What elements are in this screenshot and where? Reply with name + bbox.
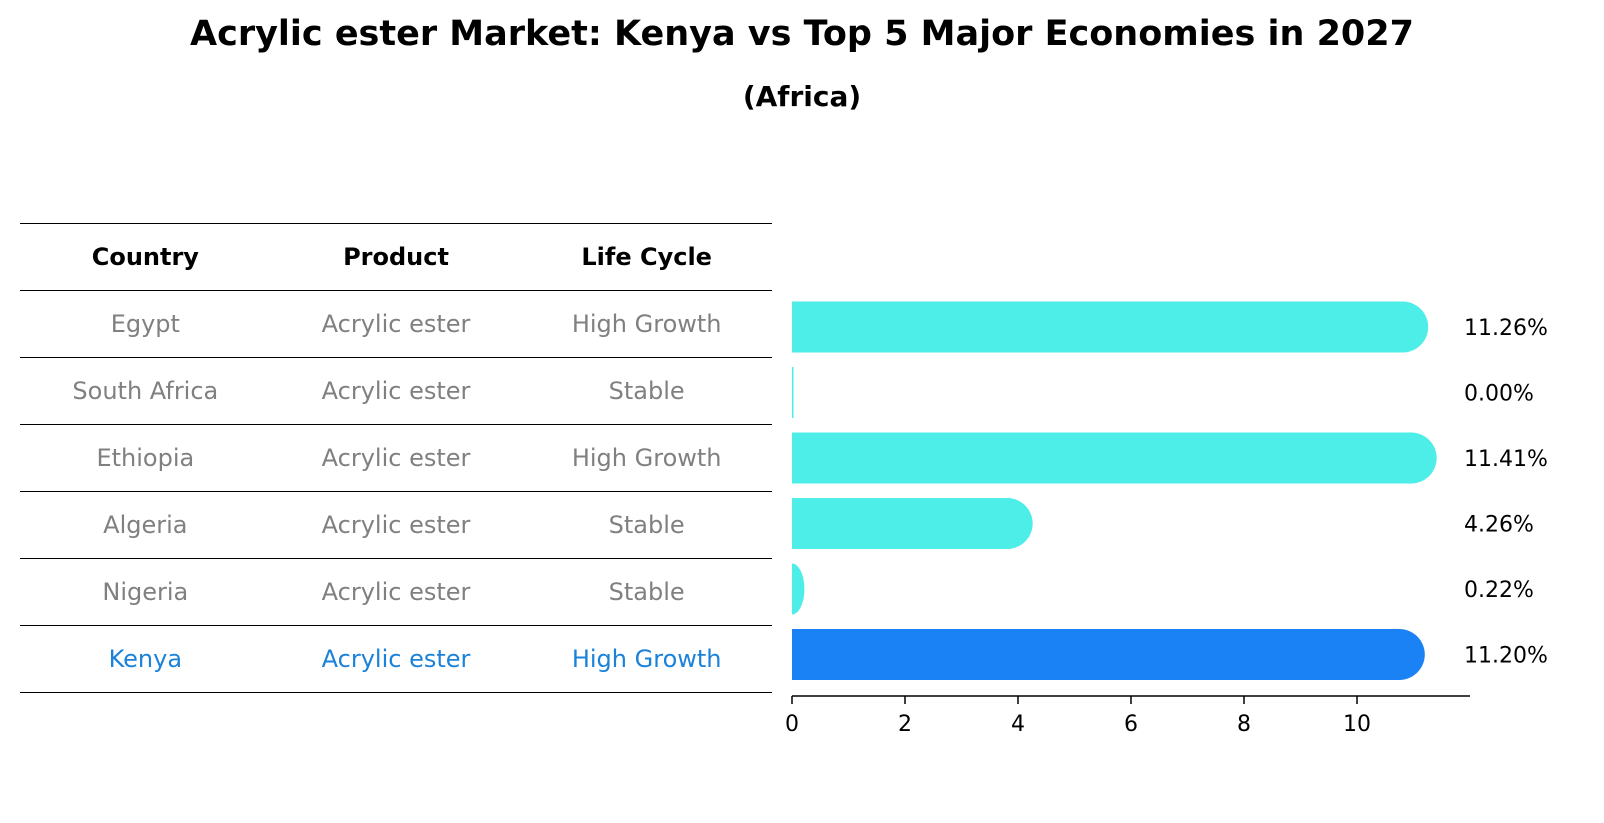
x-tick-label: 2	[898, 712, 912, 737]
cell-life-cycle: Stable	[608, 578, 685, 606]
cell-life-cycle: Stable	[608, 377, 685, 405]
cell-product: Acrylic ester	[321, 444, 471, 472]
chart-subtitle: (Africa)	[742, 80, 862, 113]
table-bottom-rule	[20, 692, 772, 693]
header-country: Country	[91, 243, 199, 271]
header-life-cycle: Life Cycle	[581, 243, 712, 271]
table-row-highlight: Kenya Acrylic ester High Growth	[20, 626, 772, 692]
bar-south-africa	[792, 367, 794, 418]
cell-life-cycle: High Growth	[571, 444, 722, 472]
cell-country: South Africa	[72, 377, 219, 405]
table-row: Nigeria Acrylic ester Stable	[20, 559, 772, 625]
cell-product: Acrylic ester	[321, 645, 471, 673]
cell-country: Nigeria	[102, 578, 189, 606]
cell-country: Egypt	[110, 310, 180, 338]
table-rule	[20, 491, 772, 492]
value-label: 0.22%	[1464, 578, 1534, 603]
table-row: Egypt Acrylic ester High Growth	[20, 291, 772, 357]
x-tick-label: 10	[1343, 712, 1371, 737]
table-rule	[20, 558, 772, 559]
cell-product: Acrylic ester	[321, 511, 471, 539]
cell-country: Kenya	[108, 645, 183, 673]
value-label: 11.20%	[1464, 644, 1548, 669]
x-tick-label: 6	[1124, 712, 1138, 737]
table-rule	[20, 424, 772, 425]
table-top-rule	[20, 223, 772, 224]
table-header-row: Country Product Life Cycle	[20, 224, 772, 290]
x-tick-label: 4	[1011, 712, 1025, 737]
cell-product: Acrylic ester	[321, 377, 471, 405]
cell-product: Acrylic ester	[321, 310, 471, 338]
cell-life-cycle: High Growth	[571, 645, 722, 673]
table-rule	[20, 357, 772, 358]
data-table: Country Product Life Cycle Egypt Acrylic…	[20, 223, 772, 693]
bar-algeria	[792, 498, 1033, 549]
bar-kenya	[792, 629, 1425, 680]
value-label: 0.00%	[1464, 382, 1534, 407]
cell-product: Acrylic ester	[321, 578, 471, 606]
bar-nigeria	[792, 563, 805, 615]
value-label: 4.26%	[1464, 513, 1534, 538]
cell-country: Ethiopia	[96, 444, 195, 472]
table-row: Algeria Acrylic ester Stable	[20, 492, 772, 558]
bar-ethiopia	[792, 432, 1437, 484]
value-label: 11.41%	[1464, 447, 1548, 472]
bar-chart: 11.26% 0.00% 11.41% 4.26% 0.22% 11.20% 0 2 4 6 8 10	[785, 301, 1548, 737]
table-rule	[20, 290, 772, 291]
cell-life-cycle: High Growth	[571, 310, 722, 338]
table-rule	[20, 625, 772, 626]
x-tick-label: 0	[785, 712, 799, 737]
header-product: Product	[343, 243, 449, 271]
table-row: South Africa Acrylic ester Stable	[20, 358, 772, 424]
cell-country: Algeria	[103, 511, 188, 539]
bar-egypt	[792, 301, 1429, 353]
value-label: 11.26%	[1464, 316, 1548, 341]
cell-life-cycle: Stable	[608, 511, 685, 539]
chart-title: Acrylic ester Market: Kenya vs Top 5 Maj…	[189, 14, 1414, 54]
x-tick-label: 8	[1237, 712, 1251, 737]
table-row: Ethiopia Acrylic ester High Growth	[20, 425, 772, 491]
